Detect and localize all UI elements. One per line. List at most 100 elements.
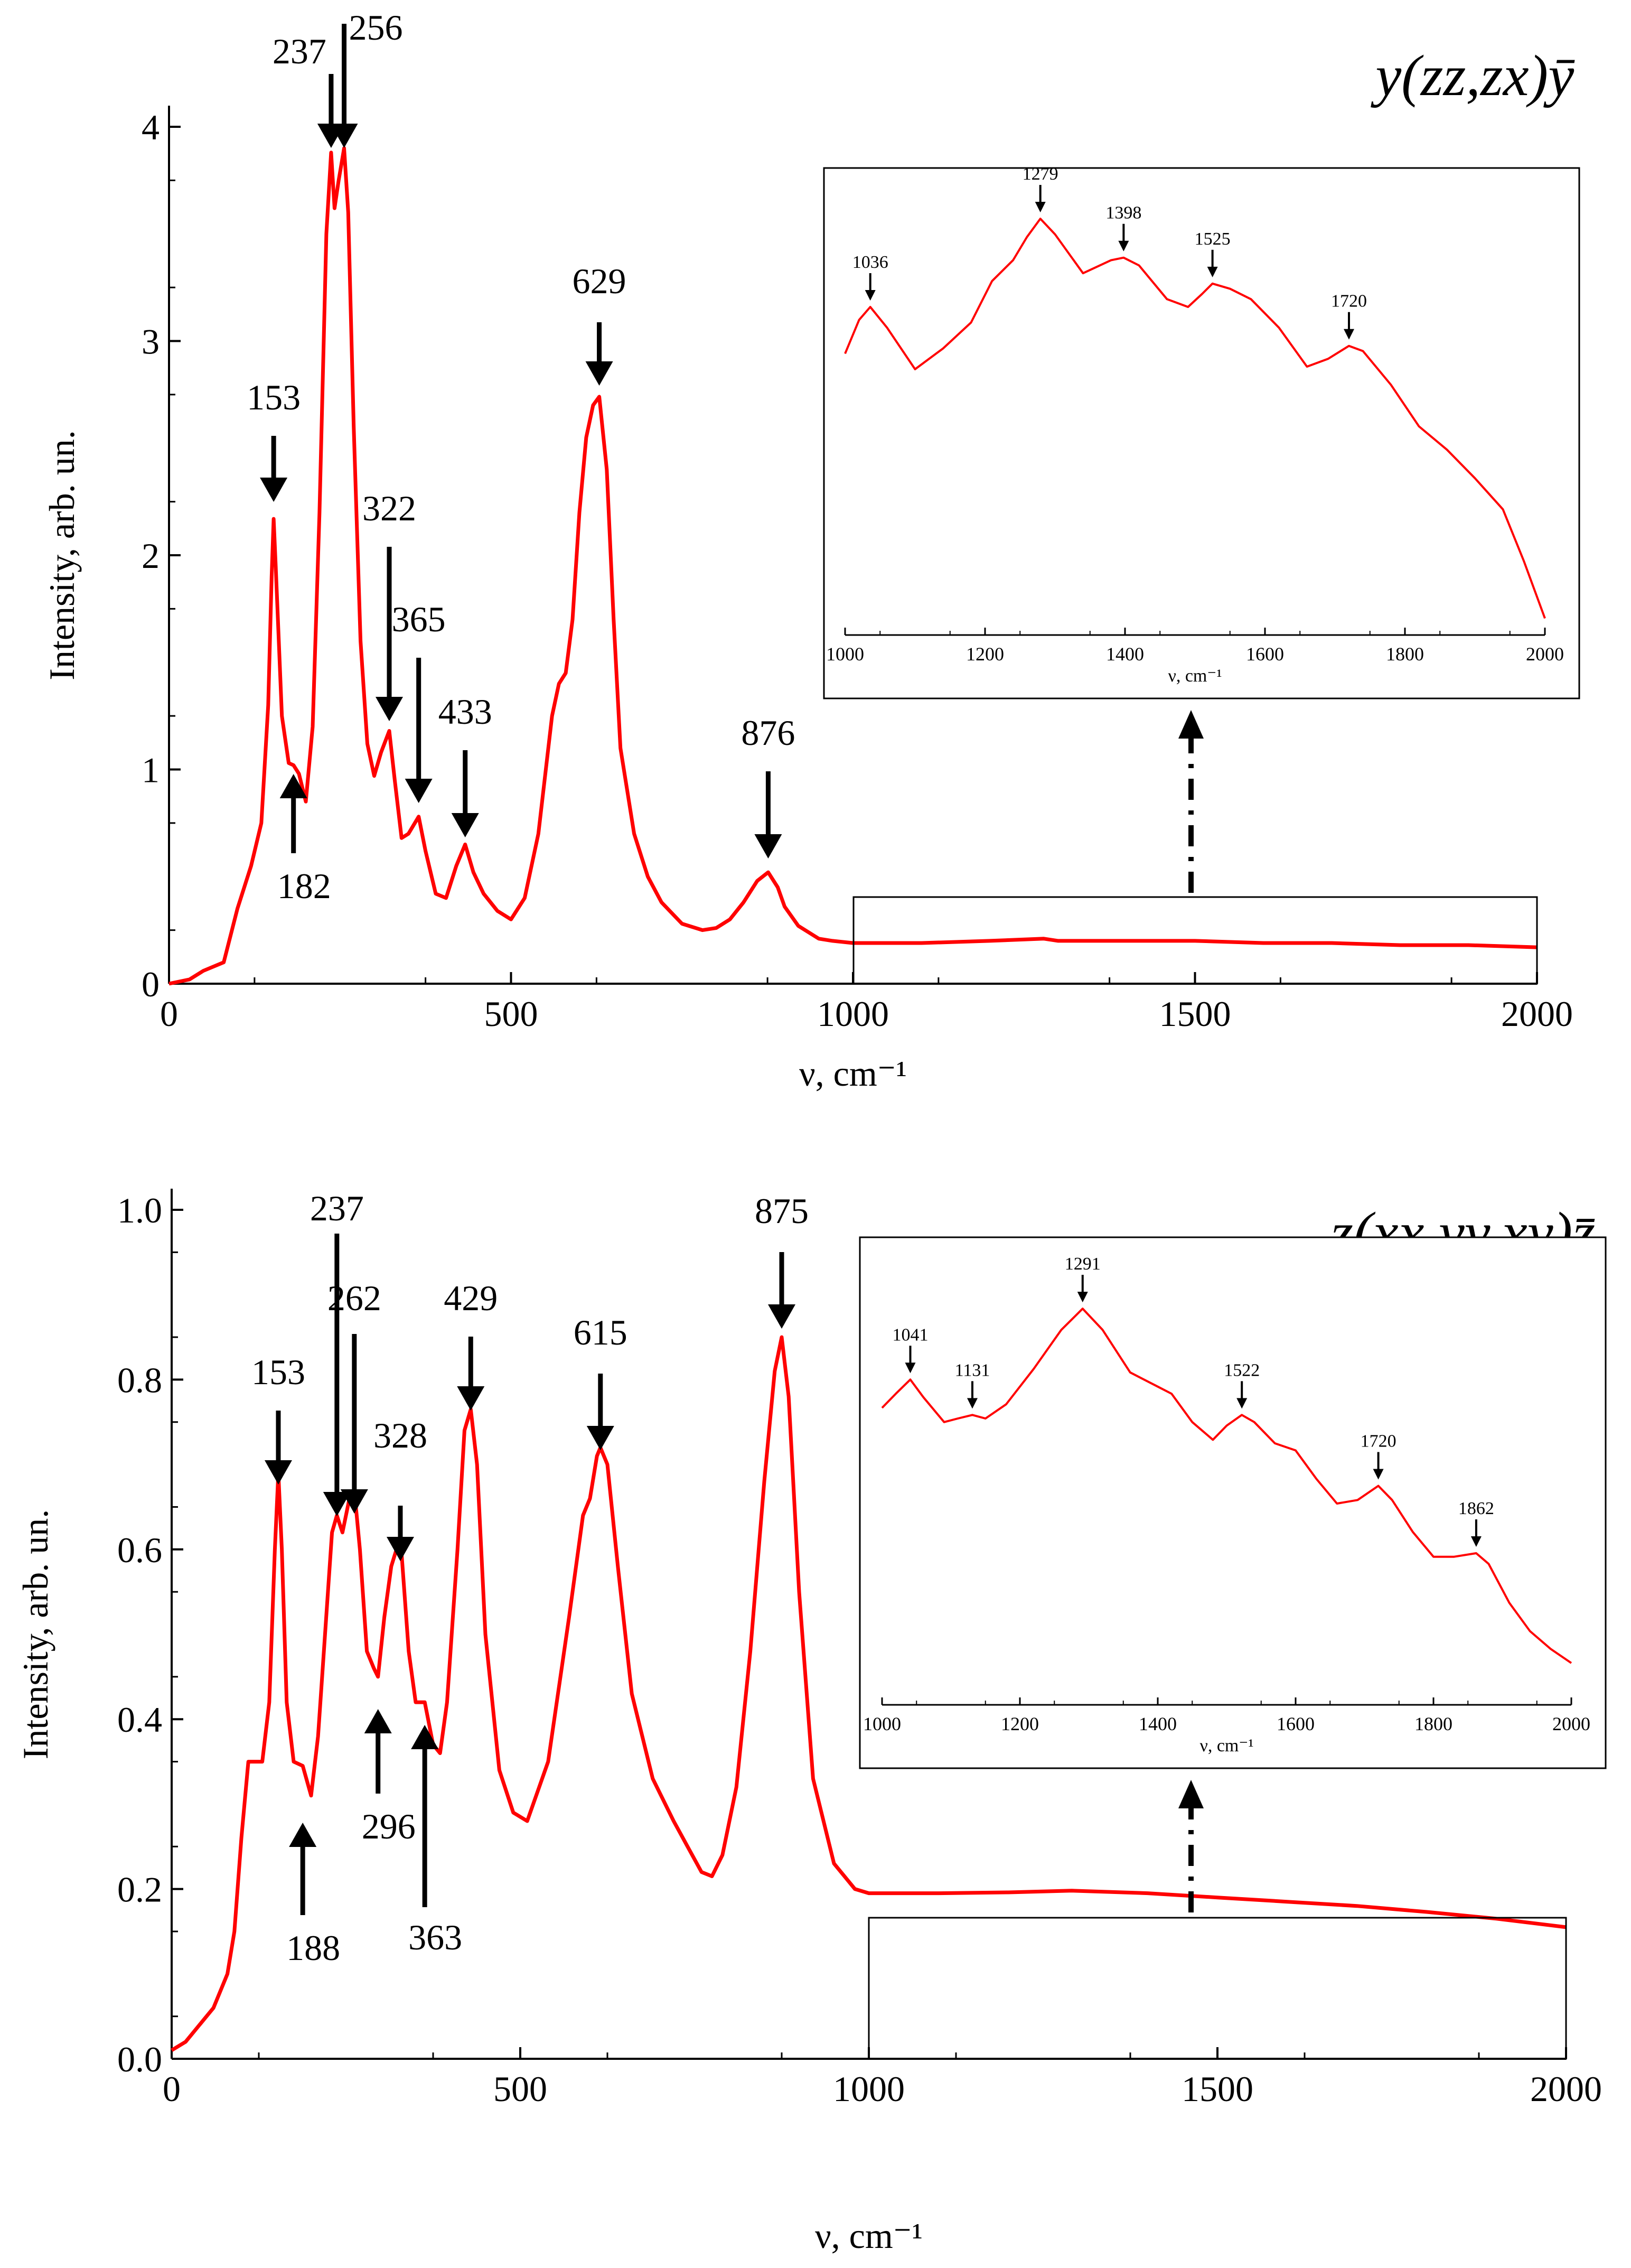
peak-arrow-head (264, 1460, 292, 1485)
x-tick-label: 0 (160, 994, 178, 1034)
y-axis-label: Intensity, arb. un. (42, 430, 82, 680)
inset-peak-label: 1720 (1331, 292, 1367, 311)
inset-peak-label: 1279 (1023, 164, 1058, 184)
peak-label: 328 (373, 1415, 427, 1455)
bottom-spectrum-panel: 0 500 1000 1500 2000 0.0 0.2 0.4 0.6 0.8 1.0 ν, cm⁻… (15, 1188, 1607, 2256)
peak-label: 629 (573, 261, 626, 301)
y-tick-label: 3 (142, 322, 160, 362)
x-tick-label: 500 (493, 2069, 547, 2109)
inset-peak-arrow-head (1236, 1398, 1248, 1409)
inset-peak-arrow-head (967, 1398, 978, 1409)
inset-x-axis-label: ν, cm⁻¹ (1168, 666, 1222, 686)
peak-arrow-head (364, 1709, 392, 1733)
y-tick-label: 0.2 (117, 1870, 162, 1910)
y-tick-label: 0.6 (117, 1530, 162, 1570)
x-tick-label: 2000 (1530, 2069, 1602, 2109)
top-spectrum-panel: 0 500 1000 1500 2000 0 1 2 3 4 ν, cm⁻¹ Intensity, a… (42, 7, 1580, 1094)
peak-arrow-head (340, 1489, 368, 1514)
inset-peak-arrow-head (1035, 202, 1046, 213)
peak-label: 876 (741, 713, 795, 753)
inset-peak-label: 1036 (852, 253, 888, 272)
y-tick-label: 4 (142, 107, 160, 147)
inset-panel: 1000 1200 1400 1600 1800 2000 ν, cm⁻¹ 1036 1279 1… (823, 164, 1580, 699)
x-tick-label: 1000 (817, 994, 889, 1034)
inset-x-tick-label: 1600 (1246, 643, 1284, 665)
inset-x-tick-label: 2000 (1552, 1713, 1590, 1734)
x-tick-label: 1000 (833, 2069, 905, 2109)
peak-arrow-head (289, 1823, 317, 1847)
peak-label: 365 (392, 599, 446, 639)
peak-arrow-head (323, 1492, 351, 1516)
peak-label: 429 (444, 1278, 498, 1318)
inset-x-tick-label: 1000 (863, 1713, 901, 1734)
inset-peak-arrow-head (1344, 329, 1354, 340)
peak-label: 322 (362, 488, 416, 528)
y-tick-label: 0.8 (117, 1360, 162, 1400)
inset-peak-label: 1862 (1458, 1499, 1494, 1518)
x-axis-label: ν, cm⁻¹ (799, 1053, 907, 1094)
peak-arrow-head (585, 361, 613, 386)
spectrum-line (168, 146, 1538, 986)
scattering-geometry-label: y(zz,zx)ȳ (1370, 43, 1575, 108)
x-tick-label: 2000 (1501, 994, 1573, 1034)
peak-arrow-head (386, 1537, 414, 1561)
inset-peak-arrow-head (1207, 266, 1218, 277)
x-tick-label: 1500 (1159, 994, 1231, 1034)
inset-peak-label: 1041 (893, 1325, 929, 1345)
peak-arrow-head (405, 779, 433, 803)
y-axis-label: Intensity, arb. un. (15, 1509, 55, 1759)
x-tick-label: 0 (163, 2069, 181, 2109)
inset-peak-arrow-head (1077, 1292, 1088, 1303)
peak-label: 875 (755, 1191, 809, 1231)
peak-label: 256 (349, 7, 403, 48)
peak-label: 262 (327, 1278, 381, 1318)
zoom-region-box (868, 1917, 1567, 2060)
inset-peak-arrow-head (905, 1362, 916, 1374)
zoom-connector-arrowhead (1178, 710, 1204, 739)
inset-frame (823, 167, 1580, 699)
inset-peak-arrow-head (1373, 1469, 1384, 1480)
inset-x-tick-label: 1000 (826, 643, 864, 665)
inset-x-axis-label: ν, cm⁻¹ (1199, 1736, 1253, 1756)
peak-label: 363 (408, 1917, 462, 1957)
peak-arrow-head (586, 1426, 614, 1450)
peak-arrow-head (279, 774, 307, 798)
peak-label: 237 (273, 31, 326, 71)
inset-frame (859, 1236, 1607, 1769)
x-tick-label: 500 (484, 994, 538, 1034)
inset-x-tick-label: 1600 (1277, 1713, 1315, 1734)
peak-label: 188 (286, 1928, 340, 1968)
x-axis-label: ν, cm⁻¹ (815, 2216, 923, 2256)
inset-x-tick-label: 1400 (1139, 1713, 1177, 1734)
peak-label: 615 (574, 1312, 627, 1352)
inset-spectrum-line (881, 1308, 1572, 1664)
y-tick-label: 0 (142, 964, 160, 1004)
inset-peak-arrow-head (865, 290, 876, 301)
inset-x-tick-label: 1200 (1001, 1713, 1039, 1734)
peak-label: 237 (310, 1188, 364, 1228)
peak-arrow-head (457, 1386, 485, 1411)
x-tick-label: 1500 (1182, 2069, 1253, 2109)
inset-x-tick-label: 1800 (1386, 643, 1424, 665)
peak-arrow-head (375, 697, 403, 721)
peak-arrow-head (754, 834, 782, 858)
peak-arrow-head (411, 1725, 439, 1749)
zoom-region-box (852, 896, 1538, 985)
y-tick-label: 1 (142, 750, 160, 790)
inset-x-tick-label: 1200 (966, 643, 1004, 665)
peak-label: 153 (247, 377, 301, 417)
inset-x-tick-label: 1800 (1414, 1713, 1452, 1734)
y-tick-label: 0.4 (117, 1700, 162, 1740)
peak-label: 296 (362, 1806, 416, 1846)
inset-x-tick-label: 2000 (1526, 643, 1564, 665)
inset-peak-label: 1398 (1105, 203, 1141, 223)
inset-panel: 1000 1200 1400 1600 1800 2000 ν, cm⁻¹ 1041 1131 1… (859, 1236, 1607, 1769)
inset-peak-arrow-head (1470, 1536, 1482, 1547)
y-tick-label: 2 (142, 536, 160, 576)
peak-label: 433 (438, 692, 492, 732)
inset-peak-label: 1522 (1224, 1360, 1260, 1380)
y-tick-label: 1.0 (117, 1190, 162, 1230)
zoom-connector-arrowhead (1178, 1780, 1204, 1808)
peak-arrow-head (330, 124, 358, 148)
